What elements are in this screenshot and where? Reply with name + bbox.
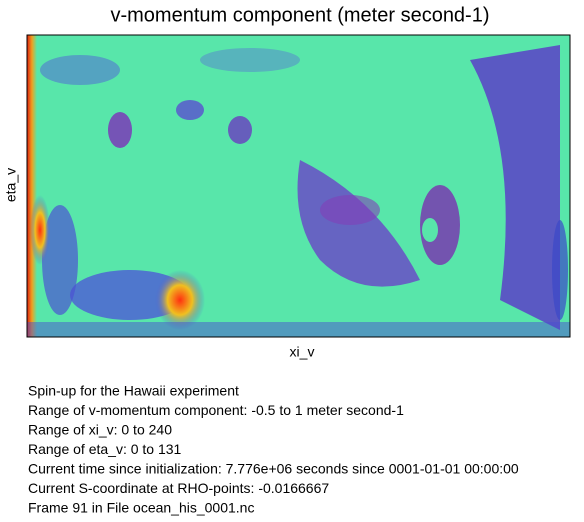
y-axis-label: eta_v [3, 168, 19, 202]
field-image [26, 34, 571, 338]
info-line: Range of v-momentum component: -0.5 to 1… [28, 402, 404, 418]
info-line: Frame 91 in File ocean_his_0001.nc [28, 500, 254, 516]
info-line: Spin-up for the Hawaii experiment [28, 383, 239, 399]
info-line: Current time since initialization: 7.776… [28, 461, 519, 477]
info-line: Current S-coordinate at RHO-points: -0.0… [28, 480, 329, 496]
plot-title: v-momentum component (meter second-1) [110, 4, 489, 26]
info-line: Range of eta_v: 0 to 131 [28, 441, 182, 457]
info-line: Range of xi_v: 0 to 240 [28, 422, 172, 438]
info-text: Spin-up for the Hawaii experiment Range o… [28, 383, 519, 516]
x-axis-label: xi_v [290, 344, 315, 360]
